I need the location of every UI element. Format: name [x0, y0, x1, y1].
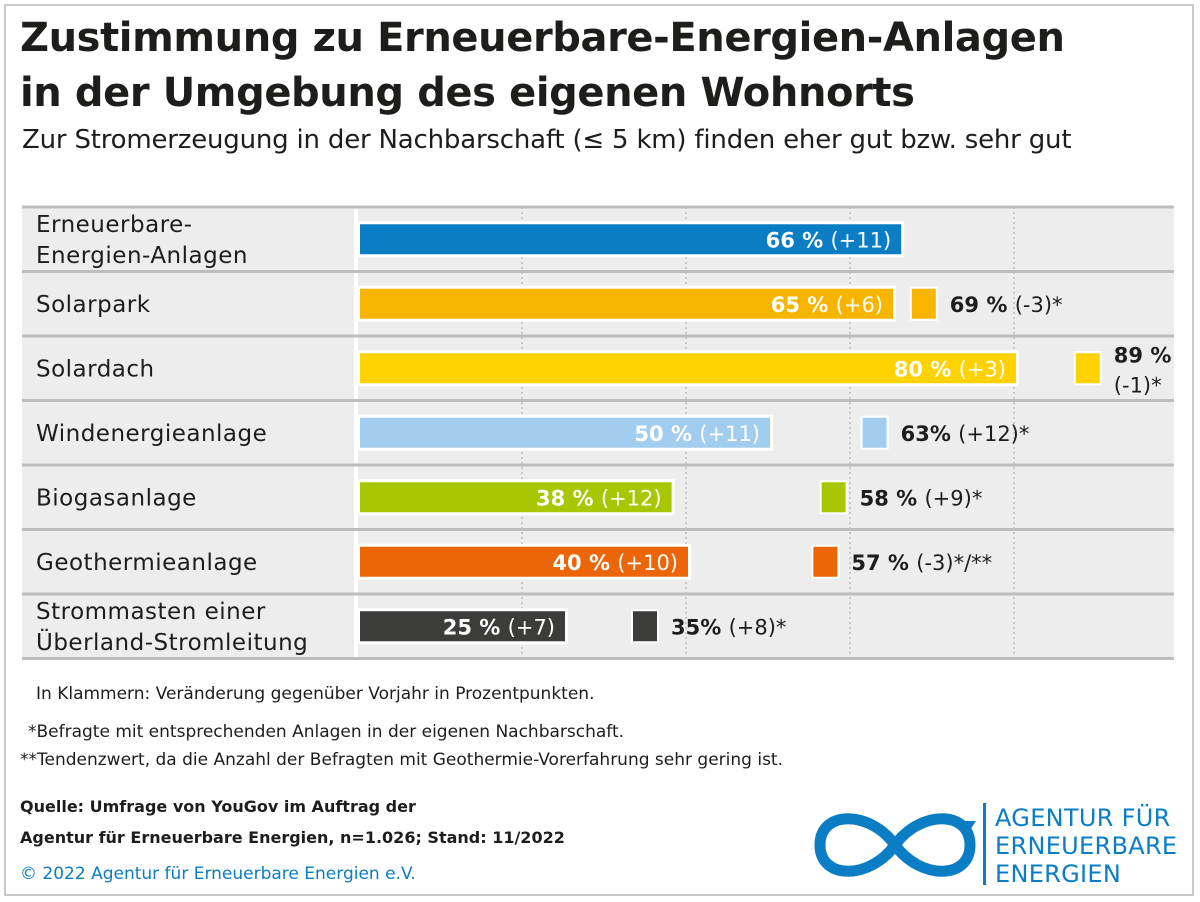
figure-frame — [4, 4, 1194, 896]
label-separator — [354, 207, 358, 659]
note-double-asterisk: **Tendenzwert, da die Anzahl der Befragt… — [20, 750, 783, 770]
neighbour-value-label: 69 % (-3)* — [950, 293, 1063, 317]
bar-value-label: 40 % (+10) — [552, 551, 678, 575]
bar — [360, 417, 770, 448]
bar — [360, 353, 1016, 384]
chart-title-line2: in der Umgebung des eigenen Wohnorts — [20, 70, 915, 116]
neighbour-value-label: 35% (+8)* — [671, 615, 786, 639]
logo-text-line3: ENERGIEN — [995, 860, 1122, 888]
logo-text-line2: ERNEUERBARE — [995, 832, 1178, 860]
note-asterisk: *Befragte mit entsprechenden Anlagen in … — [28, 722, 625, 742]
source-line1: Quelle: Umfrage von YouGov im Auftrag de… — [20, 797, 416, 816]
neighbour-marker — [633, 611, 657, 642]
bar — [360, 288, 893, 319]
category-label: Erneuerbare-Energien-Anlagen — [36, 212, 248, 269]
neighbour-value-label: 57 % (-3)*/** — [851, 551, 992, 575]
chart-subtitle: Zur Stromerzeugung in der Nachbarschaft … — [22, 125, 1072, 155]
bar-value-label: 66 % (+11) — [766, 228, 892, 252]
logo-divider — [983, 803, 986, 885]
neighbour-marker — [1075, 353, 1100, 384]
bar-chart: Erneuerbare-Energien-Anlagen 66 % (+11) So… — [22, 205, 1179, 660]
category-label: Solarpark — [36, 292, 151, 318]
bar-value-label: 50 % (+11) — [634, 422, 760, 446]
bar — [360, 224, 902, 255]
category-label: Strommasten einer Überland-Stromleitung — [36, 599, 308, 656]
neighbour-value-label: 63% (+12)* — [901, 422, 1030, 446]
category-label: Geothermieanlage — [36, 550, 258, 576]
bar-value-label: 38 % (+12) — [536, 486, 662, 510]
neighbour-marker — [911, 288, 936, 319]
neighbour-marker — [813, 546, 838, 577]
bar-value-label: 65 % (+6) — [771, 293, 883, 317]
neighbour-value-label: 89 % (-1)* — [1114, 343, 1179, 397]
bar-value-label: 80 % (+3) — [894, 357, 1006, 381]
neighbour-value-label: 58 % (+9)* — [860, 486, 983, 510]
neighbour-marker — [821, 482, 846, 513]
copyright: © 2022 Agentur für Erneuerbare Energien … — [20, 864, 416, 884]
note-brackets: In Klammern: Veränderung gegenüber Vorja… — [36, 684, 595, 704]
chart-title-line1: Zustimmung zu Erneuerbare-Energien-Anlag… — [20, 15, 1065, 61]
category-label: Solardach — [36, 356, 155, 382]
infinity-logo-icon — [814, 813, 976, 877]
bar — [360, 611, 565, 642]
category-label: Biogasanlage — [36, 485, 197, 511]
neighbour-marker — [862, 417, 887, 448]
source-line2: Agentur für Erneuerbare Energien, n=1.02… — [20, 828, 565, 847]
bar-value-label: 25 % (+7) — [443, 615, 555, 639]
bar — [360, 482, 672, 513]
category-label: Windenergieanlage — [36, 421, 267, 447]
logo-text-line1: AGENTUR FÜR — [995, 804, 1171, 832]
bar — [360, 546, 688, 577]
row-background — [22, 595, 1174, 657]
